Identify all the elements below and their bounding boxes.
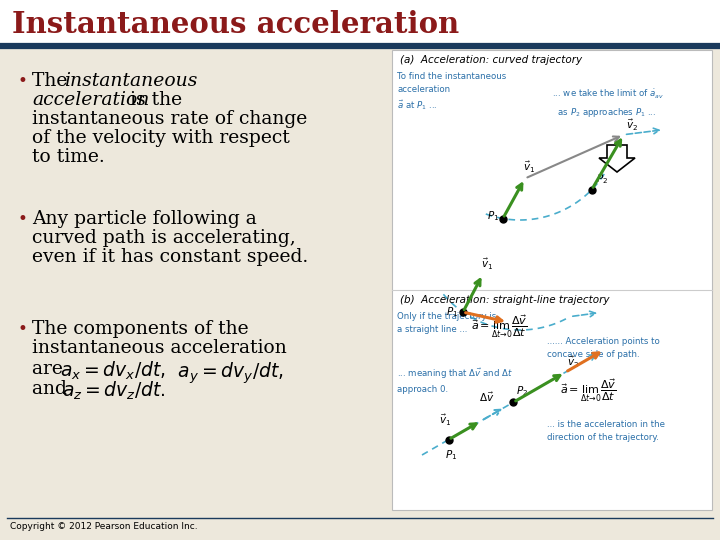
Text: $\vec{v}_1$: $\vec{v}_1$: [481, 257, 493, 272]
Text: ... we take the limit of $\dot{a}_{av}$
  as $P_2$ approaches $P_1$ ...: ... we take the limit of $\dot{a}_{av}$ …: [552, 88, 664, 119]
Text: are: are: [32, 360, 69, 378]
Text: $P_1$: $P_1$: [444, 449, 456, 462]
Text: curved path is accelerating,: curved path is accelerating,: [32, 229, 296, 247]
Text: and: and: [32, 380, 73, 398]
Text: •: •: [18, 320, 28, 338]
Text: is the: is the: [124, 91, 182, 109]
Text: $P_2$: $P_2$: [595, 172, 608, 186]
Polygon shape: [599, 145, 635, 172]
Text: even if it has constant speed.: even if it has constant speed.: [32, 248, 308, 266]
FancyBboxPatch shape: [0, 0, 720, 45]
Text: $\Delta\vec{v}$: $\Delta\vec{v}$: [479, 390, 495, 404]
Text: Copyright © 2012 Pearson Education Inc.: Copyright © 2012 Pearson Education Inc.: [10, 522, 197, 531]
Text: $a_z = dv_z/dt.$: $a_z = dv_z/dt.$: [62, 380, 166, 402]
Text: To find the instantaneous
acceleration
$\vec{a}$ at $P_1$ ...: To find the instantaneous acceleration $…: [397, 72, 506, 112]
Text: $\vec{v}_2$: $\vec{v}_2$: [626, 117, 638, 133]
Text: Any particle following a: Any particle following a: [32, 210, 257, 228]
Text: Instantaneous acceleration: Instantaneous acceleration: [12, 10, 459, 39]
Text: acceleration: acceleration: [32, 91, 149, 109]
Text: ...... Acceleration points to
concave side of path.: ...... Acceleration points to concave si…: [547, 337, 660, 359]
Text: $a_x = dv_x/dt,$: $a_x = dv_x/dt,$: [60, 360, 166, 382]
Text: instantaneous acceleration: instantaneous acceleration: [32, 339, 287, 357]
Text: instantaneous rate of change: instantaneous rate of change: [32, 110, 307, 128]
Text: $\vec{a} = \lim_{\Delta t \to 0} \dfrac{\Delta\vec{v}}{\Delta t}$: $\vec{a} = \lim_{\Delta t \to 0} \dfrac{…: [471, 314, 528, 340]
FancyBboxPatch shape: [392, 50, 712, 510]
Text: $\vec{v}_2$: $\vec{v}_2$: [567, 355, 580, 370]
Text: (b)  Acceleration: straight-line trajectory: (b) Acceleration: straight-line trajecto…: [400, 295, 610, 305]
Text: •: •: [18, 72, 28, 90]
Text: $a_y = dv_y/dt,$: $a_y = dv_y/dt,$: [172, 360, 284, 386]
Text: to time.: to time.: [32, 148, 104, 166]
Text: (a)  Acceleration: curved trajectory: (a) Acceleration: curved trajectory: [400, 55, 582, 65]
Text: of the velocity with respect: of the velocity with respect: [32, 129, 289, 147]
Text: $P_1$: $P_1$: [487, 210, 499, 224]
Text: $P_1$: $P_1$: [446, 305, 458, 319]
Text: The: The: [32, 72, 73, 90]
Text: ... is the acceleration in the
direction of the trajectory.: ... is the acceleration in the direction…: [547, 420, 665, 442]
Text: $\vec{a} = \lim_{\Delta t \to 0} \dfrac{\Delta\vec{v}}{\Delta t}$: $\vec{a} = \lim_{\Delta t \to 0} \dfrac{…: [560, 377, 617, 403]
Text: $\vec{v}_1$: $\vec{v}_1$: [523, 159, 535, 174]
Text: $\vec{v}_1$: $\vec{v}_1$: [438, 413, 451, 428]
Text: instantaneous: instantaneous: [64, 72, 197, 90]
Text: The components of the: The components of the: [32, 320, 248, 338]
Text: $P_2$: $P_2$: [516, 384, 528, 399]
Text: ... meaning that $\Delta\vec{v}$ and $\Delta t$
approach 0.: ... meaning that $\Delta\vec{v}$ and $\D…: [397, 367, 513, 394]
Text: •: •: [18, 210, 28, 228]
Text: Only if the trajectory is
a straight line ...: Only if the trajectory is a straight lin…: [397, 312, 496, 334]
